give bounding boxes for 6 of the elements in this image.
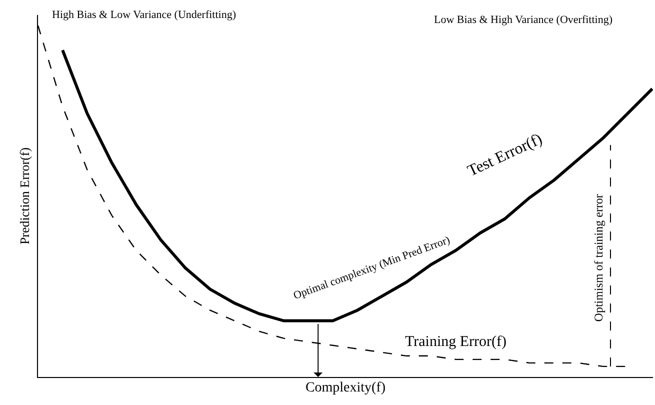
text: High Bias & Low Variance (Underfitting) (52, 9, 236, 21)
y-axis-title: Prediction Error(f) (16, 147, 32, 245)
annotation: Low Bias & High Variance (Overfitting) (434, 14, 613, 26)
annotation: Optimism of training error (592, 194, 606, 322)
x-axis-title: Complexity(f) (305, 380, 386, 396)
annotation: Training Error(f) (405, 334, 507, 350)
